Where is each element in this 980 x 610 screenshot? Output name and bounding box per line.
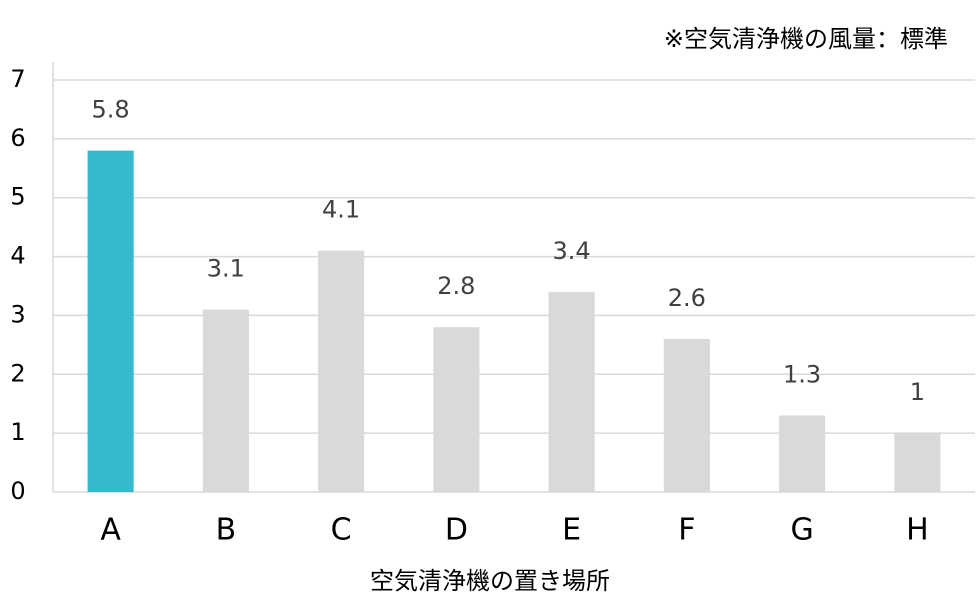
value-label: 2.6 <box>668 284 706 312</box>
value-label: 1.3 <box>783 360 821 388</box>
x-tick-label: C <box>331 513 352 548</box>
value-label: 4.1 <box>322 196 360 224</box>
y-tick-label: 5 <box>10 183 25 211</box>
x-tick-label: H <box>906 513 929 548</box>
x-tick-label: A <box>100 513 121 548</box>
bar <box>548 291 595 492</box>
y-tick-label: 0 <box>10 477 25 505</box>
value-label: 2.8 <box>437 272 475 300</box>
x-axis-title: 空気清浄機の置き場所 <box>370 567 610 595</box>
bar <box>202 309 249 492</box>
bar <box>318 250 365 492</box>
bar <box>663 338 710 492</box>
y-tick-label: 2 <box>10 359 25 387</box>
value-label: 3.4 <box>553 237 591 265</box>
annotation: ※空気清浄機の風量：標準 <box>664 25 948 53</box>
x-tick-label: G <box>791 513 814 548</box>
value-label: 3.1 <box>207 255 245 283</box>
x-tick-label: D <box>445 513 468 548</box>
bar <box>87 150 134 492</box>
value-label: 1 <box>910 378 925 406</box>
x-tick-label: F <box>678 513 695 548</box>
y-tick-label: 1 <box>10 418 25 446</box>
y-tick-label: 4 <box>10 242 25 270</box>
x-tick-label: B <box>216 513 237 548</box>
bar <box>433 327 480 492</box>
y-tick-label: 3 <box>10 300 25 328</box>
value-label: 5.8 <box>92 96 130 124</box>
y-tick-label: 6 <box>10 124 25 152</box>
bar <box>894 433 941 492</box>
bar <box>779 415 826 492</box>
x-tick-label: E <box>562 513 581 548</box>
y-tick-label: 7 <box>10 65 25 93</box>
